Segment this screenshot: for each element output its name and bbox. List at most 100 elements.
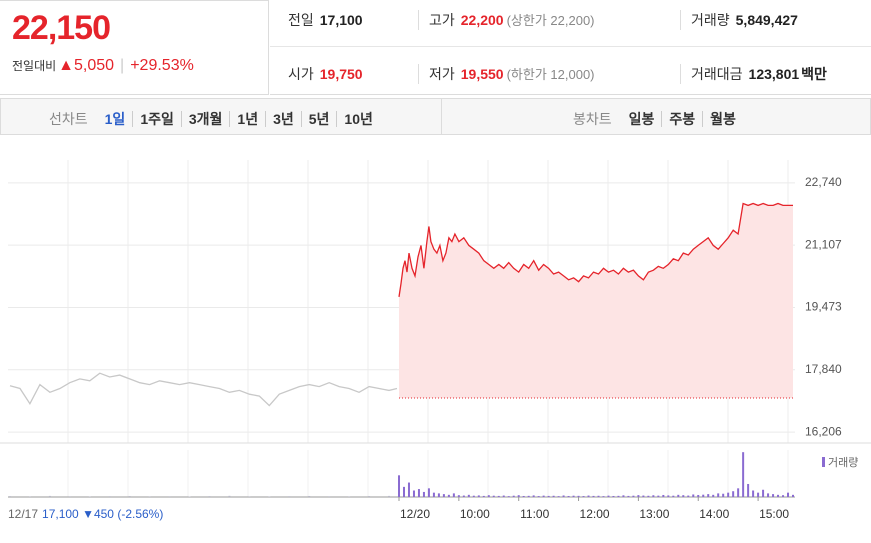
volume-bar	[248, 496, 251, 497]
volume-bar	[702, 494, 705, 497]
volume-bar	[108, 496, 111, 497]
volume-bar	[432, 492, 435, 497]
volume-bar	[697, 494, 700, 497]
volume-bar	[502, 495, 505, 497]
volume-bar	[552, 495, 555, 497]
period-tab[interactable]: 월봉	[702, 111, 743, 127]
period-tab[interactable]: 일봉	[628, 111, 655, 127]
volume-bar	[507, 496, 510, 497]
volume-bar	[657, 495, 660, 497]
x-tick-label: 12:00	[580, 507, 610, 521]
period-tab[interactable]: 주봉	[661, 111, 703, 127]
volume-bar	[707, 494, 710, 497]
x-tick-label: 12/20	[400, 507, 430, 521]
volume-bar	[577, 495, 580, 497]
stat-label: 고가	[429, 12, 455, 28]
prev-change: ▼450	[82, 507, 114, 521]
stat: 고가 22,200 (상한가 22,200)	[418, 10, 595, 30]
volume-bar	[512, 495, 515, 497]
volume-bar	[288, 496, 291, 497]
volume-bar	[722, 493, 725, 497]
volume-bar	[547, 495, 550, 497]
prev-day-summary: 12/17 17,100 ▼450 (-2.56%)	[8, 507, 163, 521]
x-tick-label: 13:00	[639, 507, 669, 521]
volume-bar	[592, 495, 595, 497]
volume-bar	[782, 495, 785, 497]
volume-bar	[752, 490, 755, 497]
volume-bar	[602, 496, 605, 497]
period-tab[interactable]: 1일	[104, 111, 126, 127]
period-tab[interactable]: 3개월	[180, 111, 230, 127]
stat-unit: 백만	[801, 66, 827, 82]
volume-bar	[772, 494, 775, 497]
change-label: 전일대비	[12, 59, 57, 73]
current-price: 22,150	[12, 9, 111, 47]
volume-bar	[727, 492, 730, 497]
period-tab[interactable]: 1년	[229, 111, 266, 127]
volume-bar	[457, 495, 460, 497]
volume-bar	[447, 494, 450, 497]
price-line	[9, 372, 398, 407]
volume-bar	[672, 495, 675, 497]
volume-bar	[792, 494, 795, 497]
volume-bar	[472, 495, 475, 497]
volume-bar	[487, 495, 490, 497]
stat: 거래대금 123,801 백만	[680, 64, 827, 84]
volume-bar	[787, 492, 790, 497]
stat: 전일 17,100	[288, 10, 363, 30]
stat-note: (상한가 22,200)	[506, 13, 595, 28]
stat: 시가 19,750	[288, 64, 363, 84]
candle-chart-tabs: 봉차트 일봉 주봉 월봉	[573, 109, 743, 129]
y-tick-label: 21,107	[805, 237, 842, 251]
price-line	[398, 202, 793, 297]
volume-bar	[348, 496, 351, 497]
stat-label: 저가	[429, 66, 455, 82]
volume-bar	[462, 495, 465, 497]
period-tab[interactable]: 10년	[336, 111, 380, 127]
volume-bar	[268, 496, 271, 497]
change: 전일대비 ▲5,050 | +29.53%	[12, 57, 194, 74]
y-tick-label: 19,473	[805, 300, 842, 314]
period-tab[interactable]: 3년	[265, 111, 301, 127]
volume-bar	[388, 495, 391, 497]
volume-bar	[767, 493, 770, 497]
volume-bar	[412, 490, 415, 497]
volume-bar	[582, 496, 585, 497]
period-tab[interactable]: 5년	[300, 111, 337, 127]
stat: 거래량 5,849,427	[680, 10, 798, 30]
volume-bar	[677, 494, 680, 497]
stat-value: 123,801	[748, 66, 800, 82]
tab-group-label: 봉차트	[573, 111, 612, 127]
stat-value: 5,849,427	[735, 12, 798, 28]
period-tab[interactable]: 1주일	[132, 111, 181, 127]
volume-bar	[328, 496, 331, 497]
volume-bar	[537, 496, 540, 497]
volume-bar	[48, 495, 51, 497]
volume-bar	[308, 495, 311, 497]
volume-bar	[692, 494, 695, 497]
volume-bar	[732, 491, 735, 497]
volume-bar	[88, 496, 91, 497]
volume-bar	[667, 495, 670, 497]
area	[399, 203, 793, 398]
volume-bar	[662, 494, 665, 497]
volume-bar	[467, 494, 470, 497]
x-tick-label: 10:00	[460, 507, 490, 521]
period-tabs: 선차트 1일 1주일 3개월 1년 3년 5년 10년 봉차트 일봉 주봉 월봉	[0, 98, 871, 135]
volume-bar	[652, 495, 655, 497]
stat-label: 거래대금	[691, 66, 743, 82]
volume-bar	[777, 494, 780, 497]
x-tick-label: 14:00	[699, 507, 729, 521]
line-chart-tabs: 선차트 1일 1주일 3개월 1년 3년 5년 10년	[49, 109, 380, 129]
tab-group-label: 선차트	[49, 111, 88, 127]
prev-date: 12/17	[8, 507, 39, 521]
stats: 전일 17,100 고가 22,200 (상한가 22,200) 거래량 5,849,427…	[270, 0, 871, 95]
volume-bar	[682, 495, 685, 497]
volume-bar	[437, 493, 440, 497]
volume-bar	[607, 495, 610, 497]
legend-swatch	[822, 457, 825, 467]
y-tick-label: 16,206	[805, 424, 842, 438]
stat-value: 17,100	[319, 12, 363, 28]
